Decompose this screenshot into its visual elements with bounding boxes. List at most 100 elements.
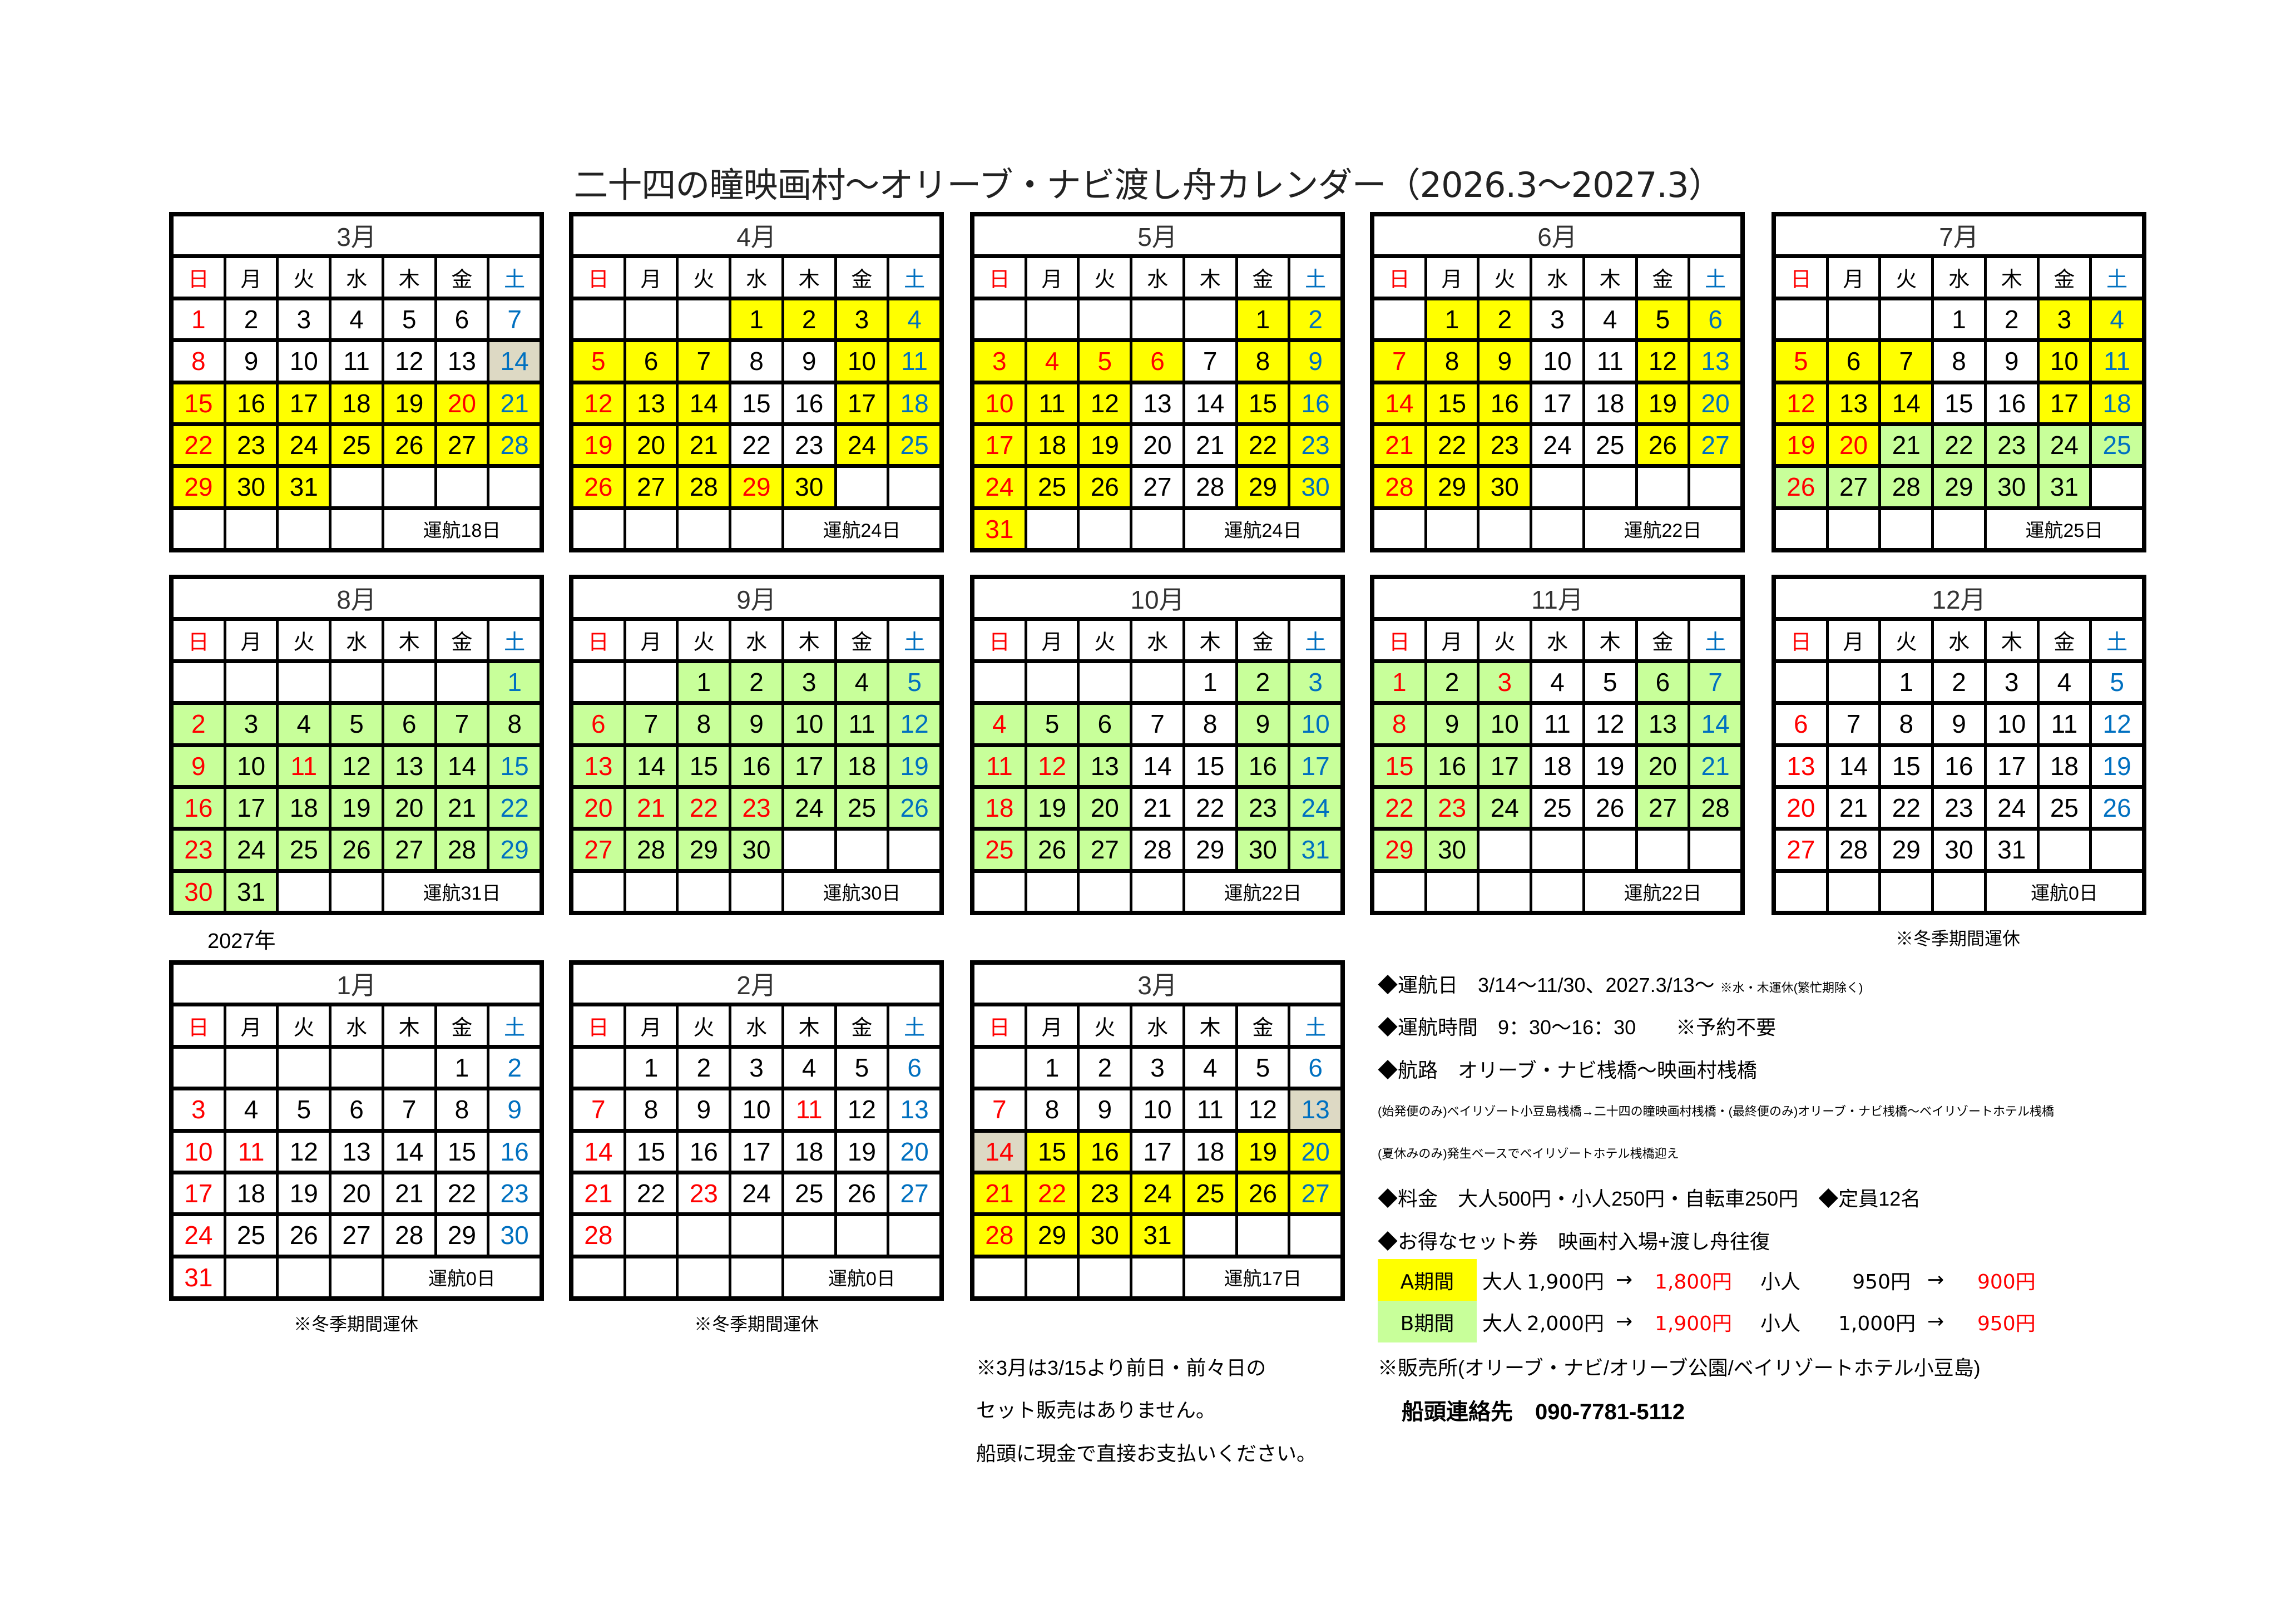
day-cell: 23 bbox=[1934, 788, 1984, 827]
day-cell: 24 bbox=[174, 1216, 224, 1255]
day-cell: 3 bbox=[2039, 300, 2090, 339]
day-cell: 4 bbox=[974, 705, 1025, 743]
day-cell: 19 bbox=[1238, 1132, 1288, 1171]
day-cell: 28 bbox=[1828, 831, 1879, 869]
day-cell: 19 bbox=[573, 426, 624, 465]
weekday-header: 月 bbox=[1828, 258, 1879, 297]
day-cell: 27 bbox=[1290, 1174, 1340, 1213]
day-cell: 31 bbox=[1132, 1216, 1182, 1255]
day-cell: 17 bbox=[1479, 747, 1530, 785]
march-note-2: セット販売はありません。 bbox=[976, 1399, 1216, 1421]
day-cell: 17 bbox=[226, 788, 276, 827]
day-cell: 22 bbox=[489, 788, 540, 827]
empty-cell bbox=[2092, 831, 2142, 869]
day-cell: 8 bbox=[1934, 342, 1984, 381]
day-cell: 5 bbox=[1637, 300, 1688, 339]
day-cell: 30 bbox=[1080, 1216, 1130, 1255]
empty-cell bbox=[279, 1048, 329, 1087]
empty-cell bbox=[1776, 510, 1826, 548]
day-cell: 8 bbox=[489, 705, 540, 743]
day-cell: 23 bbox=[679, 1174, 729, 1213]
weekday-header: 水 bbox=[1934, 258, 1984, 297]
day-cell: 1 bbox=[1881, 663, 1932, 702]
day-cell: 1 bbox=[1427, 300, 1477, 339]
empty-cell bbox=[226, 663, 276, 702]
weekday-header: 木 bbox=[1185, 1006, 1235, 1045]
day-cell: 17 bbox=[1532, 384, 1582, 422]
day-cell: 19 bbox=[1776, 426, 1826, 465]
empty-cell bbox=[573, 510, 624, 548]
day-cell: 12 bbox=[573, 384, 624, 422]
day-cell: 25 bbox=[2092, 426, 2142, 465]
day-cell: 6 bbox=[1290, 1048, 1340, 1087]
empty-cell bbox=[1585, 831, 1635, 869]
day-cell: 5 bbox=[1585, 663, 1635, 702]
day-cell: 28 bbox=[384, 1216, 434, 1255]
weekday-header: 金 bbox=[837, 258, 887, 297]
day-cell: 7 bbox=[974, 1090, 1025, 1129]
day-cell: 23 bbox=[174, 831, 224, 869]
day-cell: 17 bbox=[731, 1132, 781, 1171]
arrow-icon: → bbox=[1927, 1310, 1944, 1333]
weekday-header: 日 bbox=[573, 621, 624, 659]
day-cell: 11 bbox=[1532, 705, 1582, 743]
day-cell: 9 bbox=[1986, 342, 2037, 381]
day-cell: 4 bbox=[2092, 300, 2142, 339]
weekday-header: 月 bbox=[626, 621, 676, 659]
day-cell: 29 bbox=[437, 1216, 487, 1255]
empty-cell bbox=[974, 1258, 1025, 1296]
day-cell: 2 bbox=[1986, 300, 2037, 339]
weekday-header: 水 bbox=[1132, 258, 1182, 297]
day-cell: 13 bbox=[1690, 342, 1740, 381]
day-cell: 16 bbox=[1080, 1132, 1130, 1171]
day-cell: 22 bbox=[1238, 426, 1288, 465]
day-cell: 25 bbox=[1532, 788, 1582, 827]
day-cell: 13 bbox=[331, 1132, 382, 1171]
day-cell: 6 bbox=[1828, 342, 1879, 381]
empty-cell bbox=[331, 663, 382, 702]
empty-cell bbox=[437, 663, 487, 702]
info-hours: ◆運航時間 9：30〜16：30 ※予約不要 bbox=[1378, 1016, 1777, 1039]
day-cell: 8 bbox=[1238, 342, 1288, 381]
day-cell: 24 bbox=[784, 788, 834, 827]
weekday-header: 月 bbox=[626, 1006, 676, 1045]
day-cell: 9 bbox=[1479, 342, 1530, 381]
weekday-header: 水 bbox=[1532, 258, 1582, 297]
day-cell: 17 bbox=[2039, 384, 2090, 422]
day-cell: 2 bbox=[1479, 300, 1530, 339]
day-cell: 3 bbox=[279, 300, 329, 339]
weekday-header: 水 bbox=[731, 258, 781, 297]
day-cell: 12 bbox=[384, 342, 434, 381]
day-cell: 27 bbox=[573, 831, 624, 869]
day-cell: 7 bbox=[1881, 342, 1932, 381]
operating-days-total: 運航31日 bbox=[384, 872, 540, 911]
empty-cell bbox=[679, 1258, 729, 1296]
empty-cell bbox=[331, 1258, 382, 1296]
day-cell: 22 bbox=[1027, 1174, 1077, 1213]
day-cell: 4 bbox=[1027, 342, 1077, 381]
day-cell: 7 bbox=[1185, 342, 1235, 381]
weekday-header: 金 bbox=[837, 621, 887, 659]
empty-cell bbox=[1080, 300, 1130, 339]
adult-label: 大人 bbox=[1482, 1312, 1523, 1335]
day-cell: 21 bbox=[1881, 426, 1932, 465]
day-cell: 29 bbox=[174, 468, 224, 506]
operating-days-total: 運航0日 bbox=[784, 1258, 939, 1296]
empty-cell bbox=[1690, 468, 1740, 506]
weekday-header: 月 bbox=[1027, 621, 1077, 659]
day-cell: 20 bbox=[573, 788, 624, 827]
day-cell: 22 bbox=[437, 1174, 487, 1213]
day-cell: 23 bbox=[1479, 426, 1530, 465]
day-cell: 19 bbox=[1585, 747, 1635, 785]
child-label: 小人 bbox=[1760, 1312, 1801, 1335]
day-cell: 3 bbox=[1479, 663, 1530, 702]
day-cell: 2 bbox=[1290, 300, 1340, 339]
weekday-header: 月 bbox=[226, 1006, 276, 1045]
empty-cell bbox=[1776, 663, 1826, 702]
month-title: 12月 bbox=[1776, 579, 2142, 618]
weekday-header: 火 bbox=[1080, 258, 1130, 297]
day-cell: 30 bbox=[1427, 831, 1477, 869]
empty-cell bbox=[279, 510, 329, 548]
weekday-header: 土 bbox=[1690, 258, 1740, 297]
day-cell: 14 bbox=[679, 384, 729, 422]
